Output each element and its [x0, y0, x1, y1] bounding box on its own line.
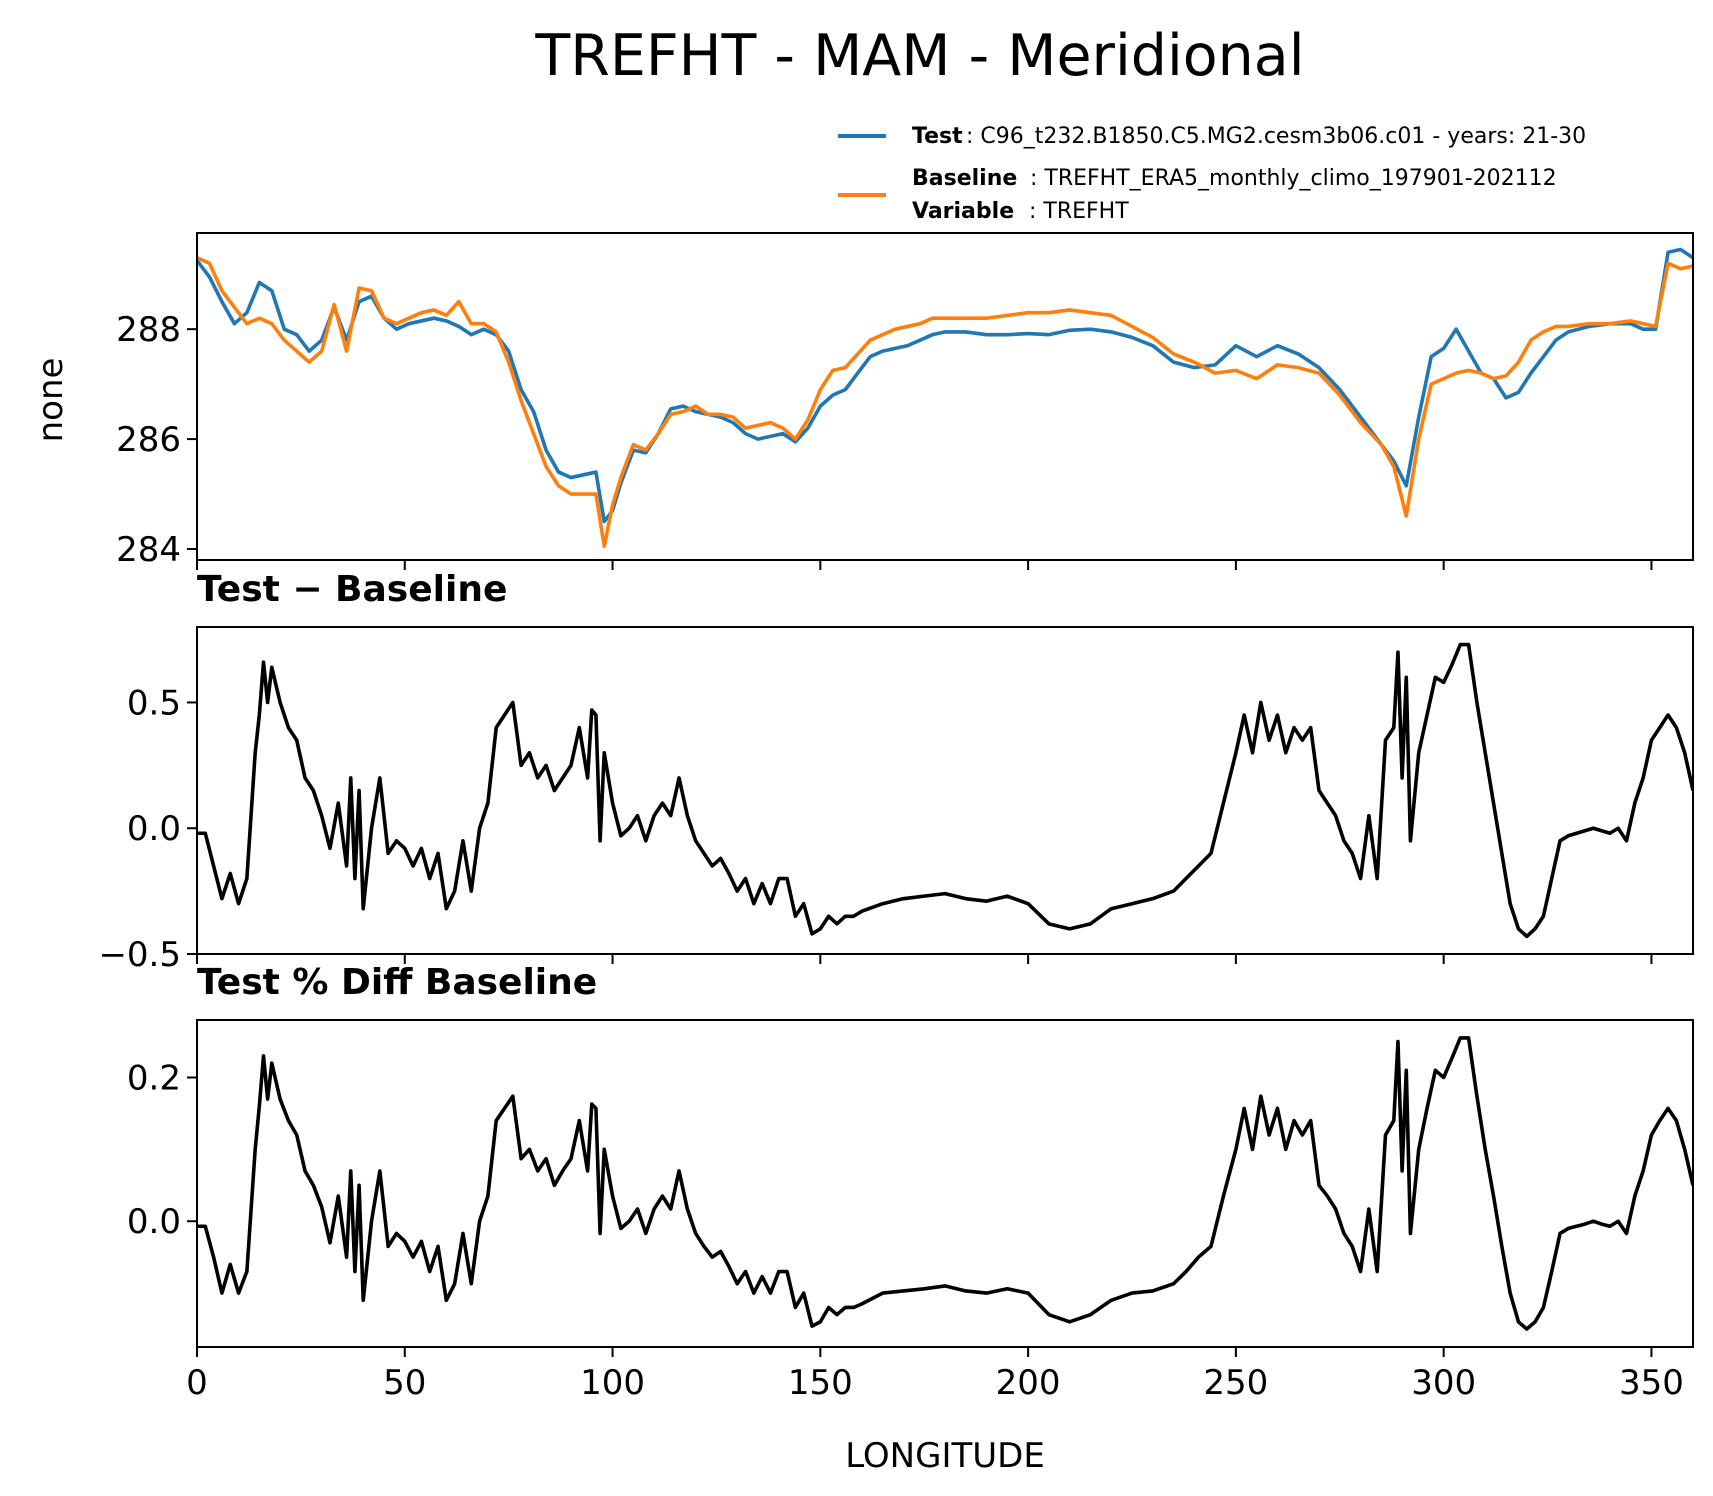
panel-percent-diff-title: Test % Diff Baseline	[197, 962, 597, 1003]
x-tick-label: 250	[1203, 1363, 1268, 1403]
x-tick-label: 50	[383, 1363, 426, 1403]
series-line-diff	[197, 1036, 1693, 1331]
series-line-test	[197, 247, 1693, 524]
panel-temperature: 284 286 288	[116, 232, 1694, 570]
legend-baseline-text: : TREFHT_ERA5_monthly_climo_197901-20211…	[1030, 166, 1557, 191]
panel-difference-title: Test − Baseline	[197, 569, 507, 610]
x-tick-label: 300	[1411, 1363, 1476, 1403]
figure-title: TREFHT - MAM - Meridional	[534, 23, 1304, 89]
panel-temperature-ylabel: none	[31, 358, 71, 443]
x-tick-label: 0	[186, 1363, 208, 1403]
series-line-baseline	[197, 256, 1693, 549]
panel-difference: −0.5 0.0 0.5	[98, 626, 1694, 975]
axes-frame	[196, 1019, 1694, 1348]
y-tick-label: 0.0	[127, 809, 181, 849]
x-tick-label: 100	[580, 1363, 645, 1403]
x-axis-label: LONGITUDE	[845, 1436, 1045, 1476]
legend-baseline-label: Baseline	[912, 166, 1017, 191]
y-tick-label: 284	[116, 530, 181, 570]
legend-test-label: Test	[912, 124, 963, 149]
y-tick-label: 0.0	[127, 1202, 181, 1242]
y-tick-label: 286	[116, 420, 181, 460]
axes-frame	[196, 626, 1694, 955]
legend-test-text: : C96_t232.B1850.C5.MG2.cesm3b06.c01 - y…	[966, 124, 1586, 149]
y-tick-label: 0.5	[127, 683, 181, 723]
x-tick-label: 350	[1619, 1363, 1684, 1403]
x-tick-label: 200	[996, 1363, 1061, 1403]
axes-frame	[196, 232, 1694, 561]
legend: Test : C96_t232.B1850.C5.MG2.cesm3b06.c0…	[838, 124, 1586, 224]
series-line-diff	[197, 642, 1693, 939]
legend-variable-label: Variable	[912, 199, 1014, 224]
panel-percent-diff: 0 50 100 150 200 250 300 350 0.0 0.2	[127, 1019, 1694, 1403]
y-tick-label: 0.2	[127, 1058, 181, 1098]
legend-variable-text: : TREFHT	[1029, 199, 1129, 224]
x-tick-label: 150	[788, 1363, 853, 1403]
y-tick-label: 288	[116, 310, 181, 350]
y-tick-label: −0.5	[98, 935, 181, 975]
